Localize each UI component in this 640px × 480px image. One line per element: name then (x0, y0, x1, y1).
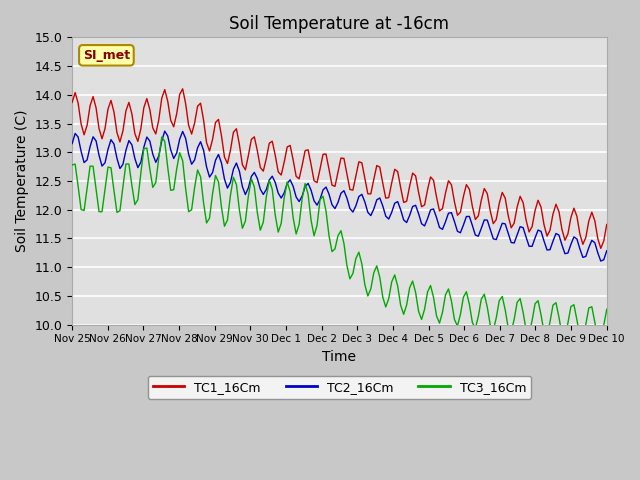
Y-axis label: Soil Temperature (C): Soil Temperature (C) (15, 110, 29, 252)
Legend: TC1_16Cm, TC2_16Cm, TC3_16Cm: TC1_16Cm, TC2_16Cm, TC3_16Cm (148, 376, 531, 399)
X-axis label: Time: Time (323, 350, 356, 364)
Title: Soil Temperature at -16cm: Soil Temperature at -16cm (230, 15, 449, 33)
Text: SI_met: SI_met (83, 49, 130, 62)
